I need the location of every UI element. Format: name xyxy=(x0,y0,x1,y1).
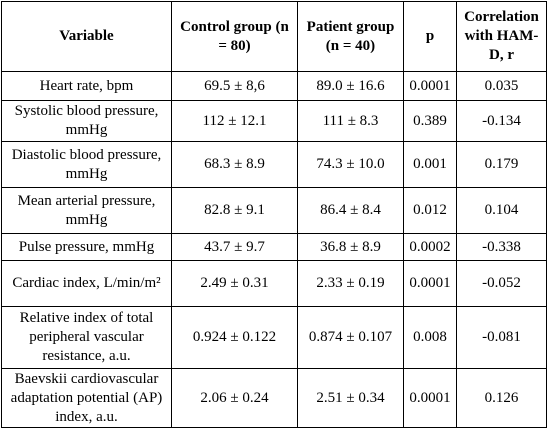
variable-cell: Baevskii cardiovascular adaptation poten… xyxy=(1,368,172,428)
table-row: Cardiac index, L/min/m² 2.49 ± 0.31 2.33… xyxy=(1,260,547,307)
header-patient-group: Patient group (n = 40) xyxy=(297,1,404,72)
control-cell: 68.3 ± 8.9 xyxy=(171,141,298,188)
variable-cell: Mean arterial pressure, mmHg xyxy=(1,187,172,234)
p-cell: 0.0002 xyxy=(403,233,457,261)
variable-cell: Cardiac index, L/min/m² xyxy=(1,260,172,307)
correlation-cell: -0.134 xyxy=(456,100,547,142)
table-row: Relative index of total peripheral vascu… xyxy=(1,306,547,369)
control-cell: 43.7 ± 9.7 xyxy=(171,233,298,261)
patient-cell: 36.8 ± 8.9 xyxy=(297,233,404,261)
p-cell: 0.012 xyxy=(403,187,457,234)
table-row: Heart rate, bpm 69.5 ± 8,6 89.0 ± 16.6 0… xyxy=(1,71,547,101)
variable-cell: Diastolic blood pressure, mmHg xyxy=(1,141,172,188)
p-cell: 0.0001 xyxy=(403,260,457,307)
table-header-row: Variable Control group (n = 80) Patient … xyxy=(1,1,547,72)
variable-cell: Pulse pressure, mmHg xyxy=(1,233,172,261)
header-correlation: Correlation with HAM-D, r xyxy=(456,1,547,72)
table-row: Systolic blood pressure, mmHg 112 ± 12.1… xyxy=(1,100,547,142)
patient-cell: 2.51 ± 0.34 xyxy=(297,368,404,428)
patient-cell: 89.0 ± 16.6 xyxy=(297,71,404,101)
patient-cell: 2.33 ± 0.19 xyxy=(297,260,404,307)
table-row: Baevskii cardiovascular adaptation poten… xyxy=(1,368,547,428)
correlation-cell: 0.035 xyxy=(456,71,547,101)
correlation-cell: 0.104 xyxy=(456,187,547,234)
correlation-cell: 0.179 xyxy=(456,141,547,188)
patient-cell: 86.4 ± 8.4 xyxy=(297,187,404,234)
results-table: Variable Control group (n = 80) Patient … xyxy=(1,1,547,428)
correlation-cell: 0.126 xyxy=(456,368,547,428)
control-cell: 69.5 ± 8,6 xyxy=(171,71,298,101)
header-p-value: p xyxy=(403,1,457,72)
table-row: Pulse pressure, mmHg 43.7 ± 9.7 36.8 ± 8… xyxy=(1,233,547,261)
correlation-cell: -0.081 xyxy=(456,306,547,369)
patient-cell: 0.874 ± 0.107 xyxy=(297,306,404,369)
variable-cell: Heart rate, bpm xyxy=(1,71,172,101)
variable-cell: Relative index of total peripheral vascu… xyxy=(1,306,172,369)
control-cell: 0.924 ± 0.122 xyxy=(171,306,298,369)
p-cell: 0.008 xyxy=(403,306,457,369)
table-row: Diastolic blood pressure, mmHg 68.3 ± 8.… xyxy=(1,141,547,188)
control-cell: 112 ± 12.1 xyxy=(171,100,298,142)
header-variable: Variable xyxy=(1,1,172,72)
table-row: Mean arterial pressure, mmHg 82.8 ± 9.1 … xyxy=(1,187,547,234)
variable-cell: Systolic blood pressure, mmHg xyxy=(1,100,172,142)
header-control-group: Control group (n = 80) xyxy=(171,1,298,72)
control-cell: 2.06 ± 0.24 xyxy=(171,368,298,428)
p-cell: 0.0001 xyxy=(403,368,457,428)
patient-cell: 111 ± 8.3 xyxy=(297,100,404,142)
p-cell: 0.389 xyxy=(403,100,457,142)
p-cell: 0.001 xyxy=(403,141,457,188)
correlation-cell: -0.338 xyxy=(456,233,547,261)
control-cell: 2.49 ± 0.31 xyxy=(171,260,298,307)
p-cell: 0.0001 xyxy=(403,71,457,101)
control-cell: 82.8 ± 9.1 xyxy=(171,187,298,234)
patient-cell: 74.3 ± 10.0 xyxy=(297,141,404,188)
correlation-cell: -0.052 xyxy=(456,260,547,307)
